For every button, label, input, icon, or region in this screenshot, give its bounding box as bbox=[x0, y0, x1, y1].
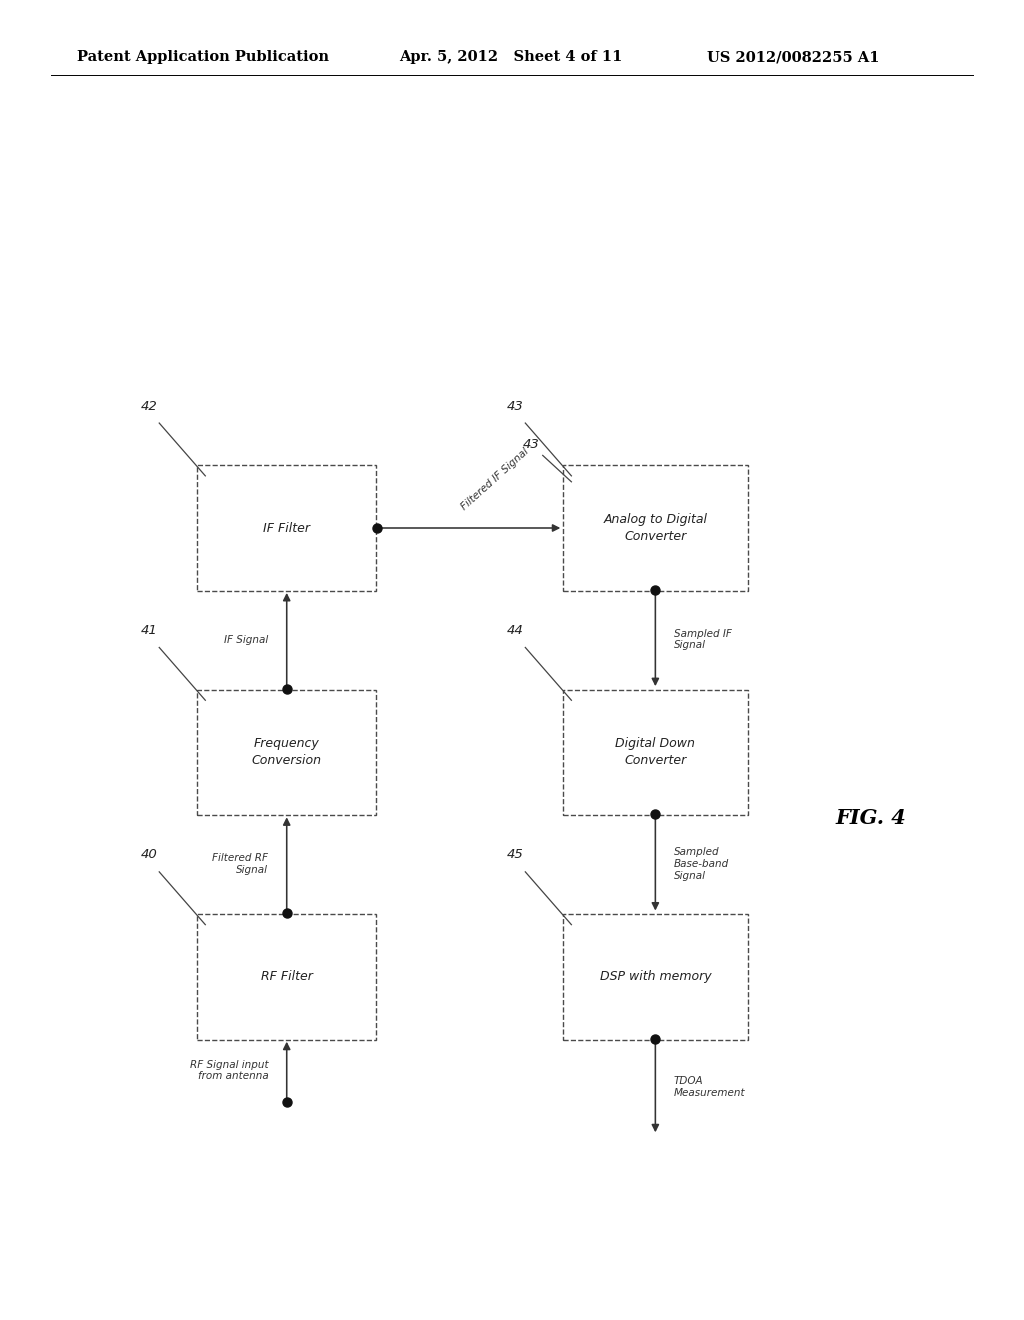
Text: DSP with memory: DSP with memory bbox=[599, 970, 712, 983]
Text: 41: 41 bbox=[141, 624, 158, 636]
Text: Analog to Digital
Converter: Analog to Digital Converter bbox=[603, 513, 708, 543]
Bar bbox=[563, 913, 748, 1040]
Text: TDOA
Measurement: TDOA Measurement bbox=[674, 1076, 745, 1098]
Text: 43: 43 bbox=[507, 400, 523, 412]
Text: Filtered IF Signal: Filtered IF Signal bbox=[460, 446, 531, 512]
Text: Frequency
Conversion: Frequency Conversion bbox=[252, 738, 322, 767]
Text: Sampled
Base-band
Signal: Sampled Base-band Signal bbox=[674, 847, 729, 880]
Text: 42: 42 bbox=[141, 400, 158, 412]
Bar bbox=[198, 689, 377, 814]
Text: 44: 44 bbox=[507, 624, 523, 636]
Text: 43: 43 bbox=[523, 438, 540, 451]
Bar bbox=[563, 466, 748, 591]
Text: IF Signal: IF Signal bbox=[224, 635, 268, 644]
Text: Patent Application Publication: Patent Application Publication bbox=[77, 50, 329, 65]
Text: RF Filter: RF Filter bbox=[261, 970, 312, 983]
Text: Digital Down
Converter: Digital Down Converter bbox=[615, 738, 695, 767]
Text: FIG. 4: FIG. 4 bbox=[835, 808, 906, 829]
Text: US 2012/0082255 A1: US 2012/0082255 A1 bbox=[707, 50, 879, 65]
Bar bbox=[198, 913, 377, 1040]
Text: Sampled IF
Signal: Sampled IF Signal bbox=[674, 628, 732, 651]
Text: Filtered RF
Signal: Filtered RF Signal bbox=[212, 853, 268, 875]
Text: RF Signal input
from antenna: RF Signal input from antenna bbox=[189, 1060, 268, 1081]
Text: 45: 45 bbox=[507, 849, 523, 862]
Text: 40: 40 bbox=[141, 849, 158, 862]
Text: Apr. 5, 2012   Sheet 4 of 11: Apr. 5, 2012 Sheet 4 of 11 bbox=[399, 50, 623, 65]
Bar bbox=[563, 689, 748, 814]
Bar bbox=[198, 466, 377, 591]
Text: IF Filter: IF Filter bbox=[263, 521, 310, 535]
